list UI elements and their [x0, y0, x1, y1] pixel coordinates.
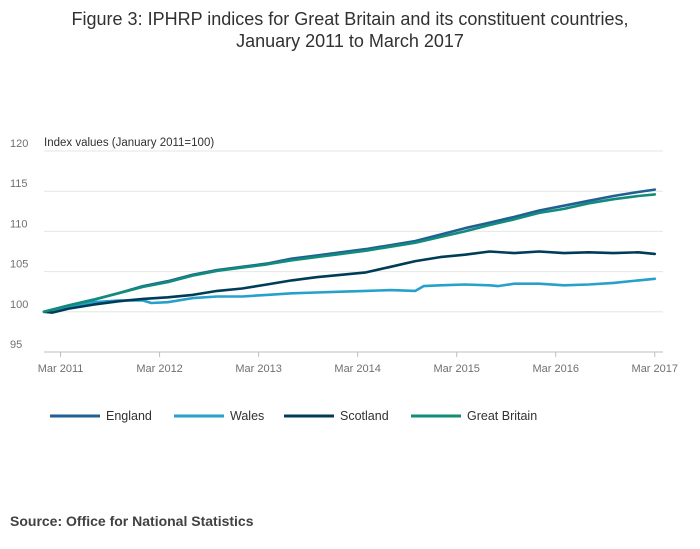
x-tick-label: Mar 2015: [433, 363, 479, 375]
x-tick-label: Mar 2013: [235, 363, 281, 375]
legend: England Wales Scotland Great Britain: [50, 409, 537, 423]
y-tick-label: 105: [10, 259, 28, 271]
y-tick-label: 95: [10, 339, 22, 351]
chart-title-line-2: January 2011 to March 2017: [236, 31, 464, 51]
chart-title-line-1: Figure 3: IPHRP indices for Great Britai…: [71, 9, 629, 29]
x-tick-label: Mar 2016: [532, 363, 578, 375]
x-tick-label: Mar 2012: [136, 363, 182, 375]
legend-label-scotland: Scotland: [340, 409, 389, 423]
y-tick-label: 110: [10, 218, 28, 230]
source-note: Source: Office for National Statistics: [10, 513, 254, 529]
legend-label-wales: Wales: [230, 409, 264, 423]
chart-title: Figure 3: IPHRP indices for Great Britai…: [0, 8, 700, 52]
series-line-scotland: [42, 250, 657, 314]
series-lines: [42, 188, 657, 314]
gridlines: [44, 150, 663, 353]
x-tick-label: Mar 2014: [334, 363, 380, 375]
y-axis: 95 100 105 110 115 120: [10, 138, 28, 351]
legend-label-england: England: [106, 409, 152, 423]
x-tick-label: Mar 2011: [38, 363, 84, 375]
y-tick-label: 100: [10, 299, 28, 311]
y-axis-title: Index values (January 2011=100): [44, 137, 214, 149]
series-line-great-britain: [42, 193, 657, 314]
y-tick-label: 115: [10, 178, 28, 190]
series-line-wales: [42, 277, 657, 314]
legend-label-great-britain: Great Britain: [467, 409, 537, 423]
x-axis: Mar 2011 Mar 2012 Mar 2013 Mar 2014 Mar 2015…: [38, 352, 678, 375]
y-tick-label: 120: [10, 138, 28, 150]
x-tick-label: Mar 2017: [632, 363, 678, 375]
